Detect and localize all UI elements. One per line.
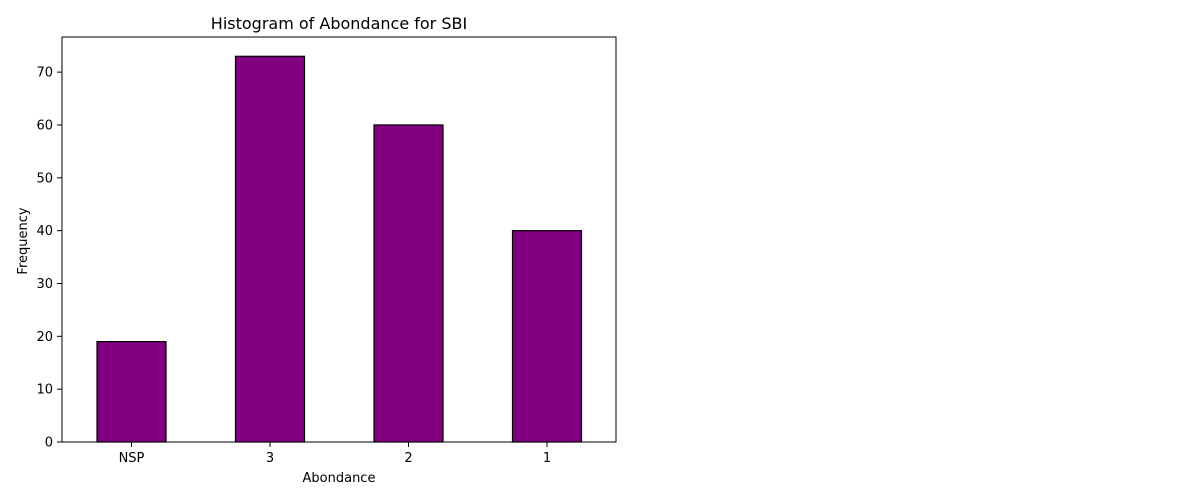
y-axis-label: Frequency bbox=[16, 207, 31, 274]
y-tick-label: 10 bbox=[36, 383, 53, 398]
bar-2 bbox=[373, 124, 444, 443]
plot-frame bbox=[61, 36, 617, 443]
y-tick-label: 70 bbox=[36, 66, 53, 81]
x-tick-label: 2 bbox=[404, 451, 412, 466]
x-axis-ticks: NSP 3 2 1 bbox=[119, 442, 551, 466]
y-axis-ticks: 0 10 20 30 40 50 60 70 bbox=[36, 66, 62, 451]
x-tick-label: 3 bbox=[266, 451, 274, 466]
y-tick-label: 40 bbox=[36, 224, 53, 239]
bar-1 bbox=[511, 230, 583, 443]
y-tick-label: 0 bbox=[45, 436, 53, 451]
y-tick-label: 30 bbox=[36, 277, 53, 292]
bar-nsp bbox=[96, 341, 167, 443]
chart-title: Histogram of Abondance for SBI bbox=[211, 14, 467, 33]
x-tick-label: 1 bbox=[543, 451, 551, 466]
bars-group bbox=[96, 55, 583, 443]
bar-3 bbox=[234, 55, 306, 443]
x-axis-label: Abondance bbox=[303, 471, 376, 486]
x-tick-label: NSP bbox=[119, 451, 145, 466]
y-tick-label: 60 bbox=[36, 118, 53, 133]
y-tick-label: 20 bbox=[36, 330, 53, 345]
y-tick-label: 50 bbox=[36, 171, 53, 186]
